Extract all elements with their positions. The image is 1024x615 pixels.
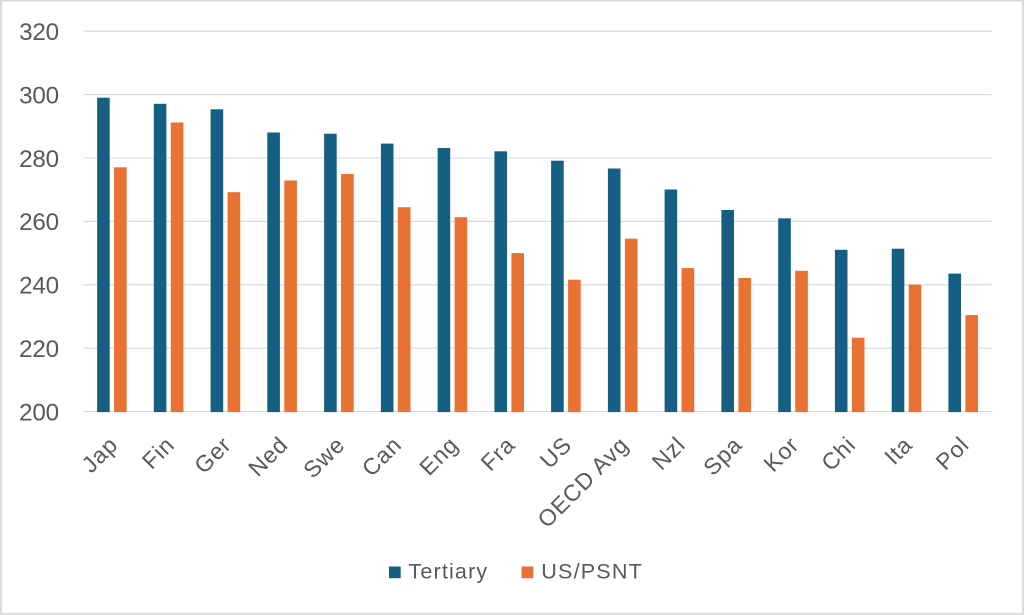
svg-text:200: 200 <box>19 399 59 426</box>
svg-text:US/PSNT: US/PSNT <box>541 558 643 583</box>
svg-text:Tertiary: Tertiary <box>408 558 488 583</box>
svg-text:220: 220 <box>19 336 59 363</box>
svg-text:280: 280 <box>19 146 59 173</box>
svg-text:320: 320 <box>19 19 59 46</box>
svg-text:240: 240 <box>19 273 59 300</box>
svg-text:300: 300 <box>19 82 59 109</box>
svg-text:260: 260 <box>19 209 59 236</box>
